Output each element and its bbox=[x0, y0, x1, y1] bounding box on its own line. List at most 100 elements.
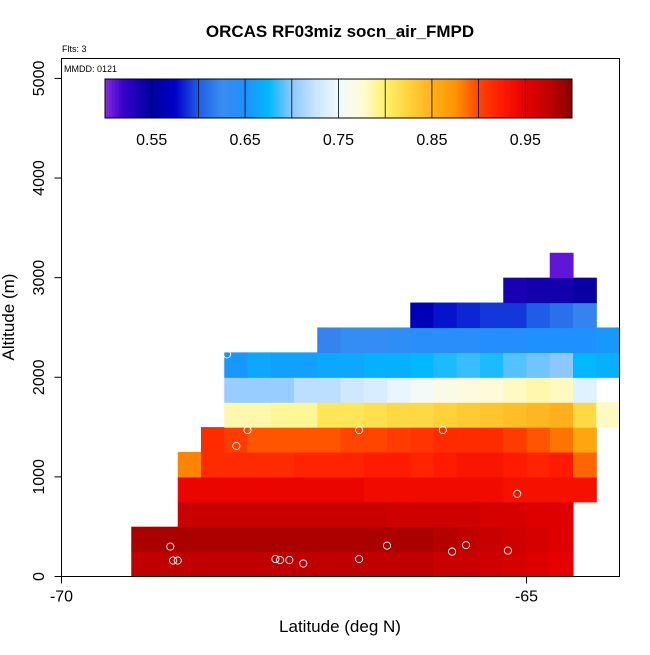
x-tick-label: -65 bbox=[515, 589, 538, 606]
y-tick-label: 2000 bbox=[31, 359, 48, 395]
colorbar-segment bbox=[240, 79, 244, 118]
heatmap-cell bbox=[526, 277, 551, 304]
colorbar-segment bbox=[231, 79, 234, 118]
colorbar-segment bbox=[207, 79, 211, 118]
heatmap-cell bbox=[387, 501, 411, 528]
colorbar-segment bbox=[315, 79, 318, 118]
heatmap-cell bbox=[363, 402, 388, 428]
colorbar-segment bbox=[473, 79, 477, 118]
heatmap-cell bbox=[363, 476, 388, 503]
colorbar-segment bbox=[179, 79, 183, 118]
colorbar-segment bbox=[137, 79, 141, 118]
heatmap-cell bbox=[526, 352, 551, 378]
y-tick-label: 3000 bbox=[31, 260, 48, 296]
colorbar-segment bbox=[340, 79, 344, 118]
colorbar-segment bbox=[529, 79, 533, 118]
colorbar-segment bbox=[546, 79, 550, 118]
observation-point bbox=[271, 555, 280, 564]
heatmap-cell bbox=[456, 451, 481, 478]
heatmap-cell bbox=[387, 551, 411, 578]
heatmap-cell bbox=[573, 451, 597, 478]
heatmap-cell bbox=[456, 551, 481, 578]
colorbar-segment bbox=[408, 79, 412, 118]
colorbar-segment bbox=[557, 79, 561, 118]
heatmap-cell bbox=[410, 377, 435, 403]
colorbar-segment bbox=[116, 79, 120, 118]
colorbar-segment bbox=[242, 79, 246, 118]
heatmap-cell bbox=[549, 352, 574, 378]
heatmap-cell bbox=[247, 352, 272, 378]
heatmap-cell bbox=[456, 402, 481, 428]
heatmap-cell bbox=[433, 476, 458, 503]
y-tick-label: 4000 bbox=[31, 160, 48, 196]
heatmap-cell bbox=[573, 302, 597, 329]
heatmap-cell bbox=[573, 476, 597, 503]
heatmap-cell bbox=[201, 427, 225, 453]
colorbar-segment bbox=[226, 79, 230, 118]
colorbar-segment bbox=[163, 79, 167, 118]
heatmap-cell bbox=[433, 501, 458, 528]
heatmap-cell bbox=[363, 377, 388, 403]
heatmap-cell bbox=[294, 501, 318, 528]
colorbar-segment bbox=[525, 79, 529, 118]
observation-point bbox=[355, 426, 364, 435]
colorbar-segment bbox=[410, 79, 414, 118]
colorbar-segment bbox=[424, 79, 428, 118]
heatmap-cell bbox=[340, 501, 365, 528]
observation-point bbox=[285, 556, 294, 565]
observation-point bbox=[355, 555, 364, 564]
colorbar-segment bbox=[380, 79, 384, 118]
heatmap-cell bbox=[526, 377, 551, 403]
y-tick-label: 5000 bbox=[31, 61, 48, 97]
heatmap-cell bbox=[294, 476, 318, 503]
heatmap-cells bbox=[131, 252, 621, 578]
colorbar-segment bbox=[214, 79, 218, 118]
heatmap-cell bbox=[549, 551, 574, 578]
colorbar-segment bbox=[107, 79, 111, 118]
heatmap-cell bbox=[456, 352, 481, 378]
heatmap-cell bbox=[573, 427, 597, 453]
heatmap-cell bbox=[201, 451, 225, 478]
heatmap-cell bbox=[456, 526, 481, 553]
colorbar-segment bbox=[345, 79, 349, 118]
heatmap-cell bbox=[340, 352, 365, 378]
heatmap-cell bbox=[317, 402, 342, 428]
heatmap-cell bbox=[340, 526, 365, 553]
colorbar-segment bbox=[480, 79, 484, 118]
colorbar-segment bbox=[366, 79, 370, 118]
heatmap-cell bbox=[549, 302, 574, 329]
heatmap-cell bbox=[480, 327, 504, 353]
heatmap-cell bbox=[317, 327, 342, 353]
colorbar-segment bbox=[560, 79, 564, 118]
heatmap-cell bbox=[410, 476, 435, 503]
colorbar-segment bbox=[331, 79, 335, 118]
colorbar-segment bbox=[483, 79, 487, 118]
heatmap-cell bbox=[596, 402, 621, 428]
observation-point bbox=[503, 546, 512, 555]
date-annotation: MMDD: 0121 bbox=[64, 64, 117, 74]
colorbar-segment bbox=[170, 79, 174, 118]
colorbar-segment bbox=[326, 79, 330, 118]
colorbar-segment bbox=[224, 79, 227, 118]
colorbar-segment bbox=[291, 79, 295, 118]
colorbar-segment bbox=[189, 79, 192, 118]
heatmap-cell bbox=[224, 352, 249, 378]
colorbar-segment bbox=[443, 79, 447, 118]
heatmap-cell bbox=[340, 427, 365, 453]
heatmap-cell bbox=[177, 501, 202, 528]
observation-point bbox=[513, 489, 522, 498]
colorbar-segment bbox=[515, 79, 519, 118]
heatmap-cell bbox=[596, 327, 621, 353]
heatmap-cell bbox=[503, 402, 528, 428]
heatmap-cell bbox=[503, 277, 528, 304]
colorbar-segment bbox=[254, 79, 258, 118]
heatmap-cell bbox=[526, 427, 551, 453]
colorbar-segment bbox=[289, 79, 293, 118]
colorbar-segment bbox=[541, 79, 545, 118]
colorbar-segment bbox=[312, 79, 316, 118]
colorbar-segment bbox=[338, 79, 342, 118]
colorbar-segment bbox=[114, 79, 118, 118]
colorbar-segment bbox=[452, 79, 456, 118]
heatmap-cell bbox=[270, 476, 295, 503]
heatmap-cell bbox=[480, 501, 504, 528]
